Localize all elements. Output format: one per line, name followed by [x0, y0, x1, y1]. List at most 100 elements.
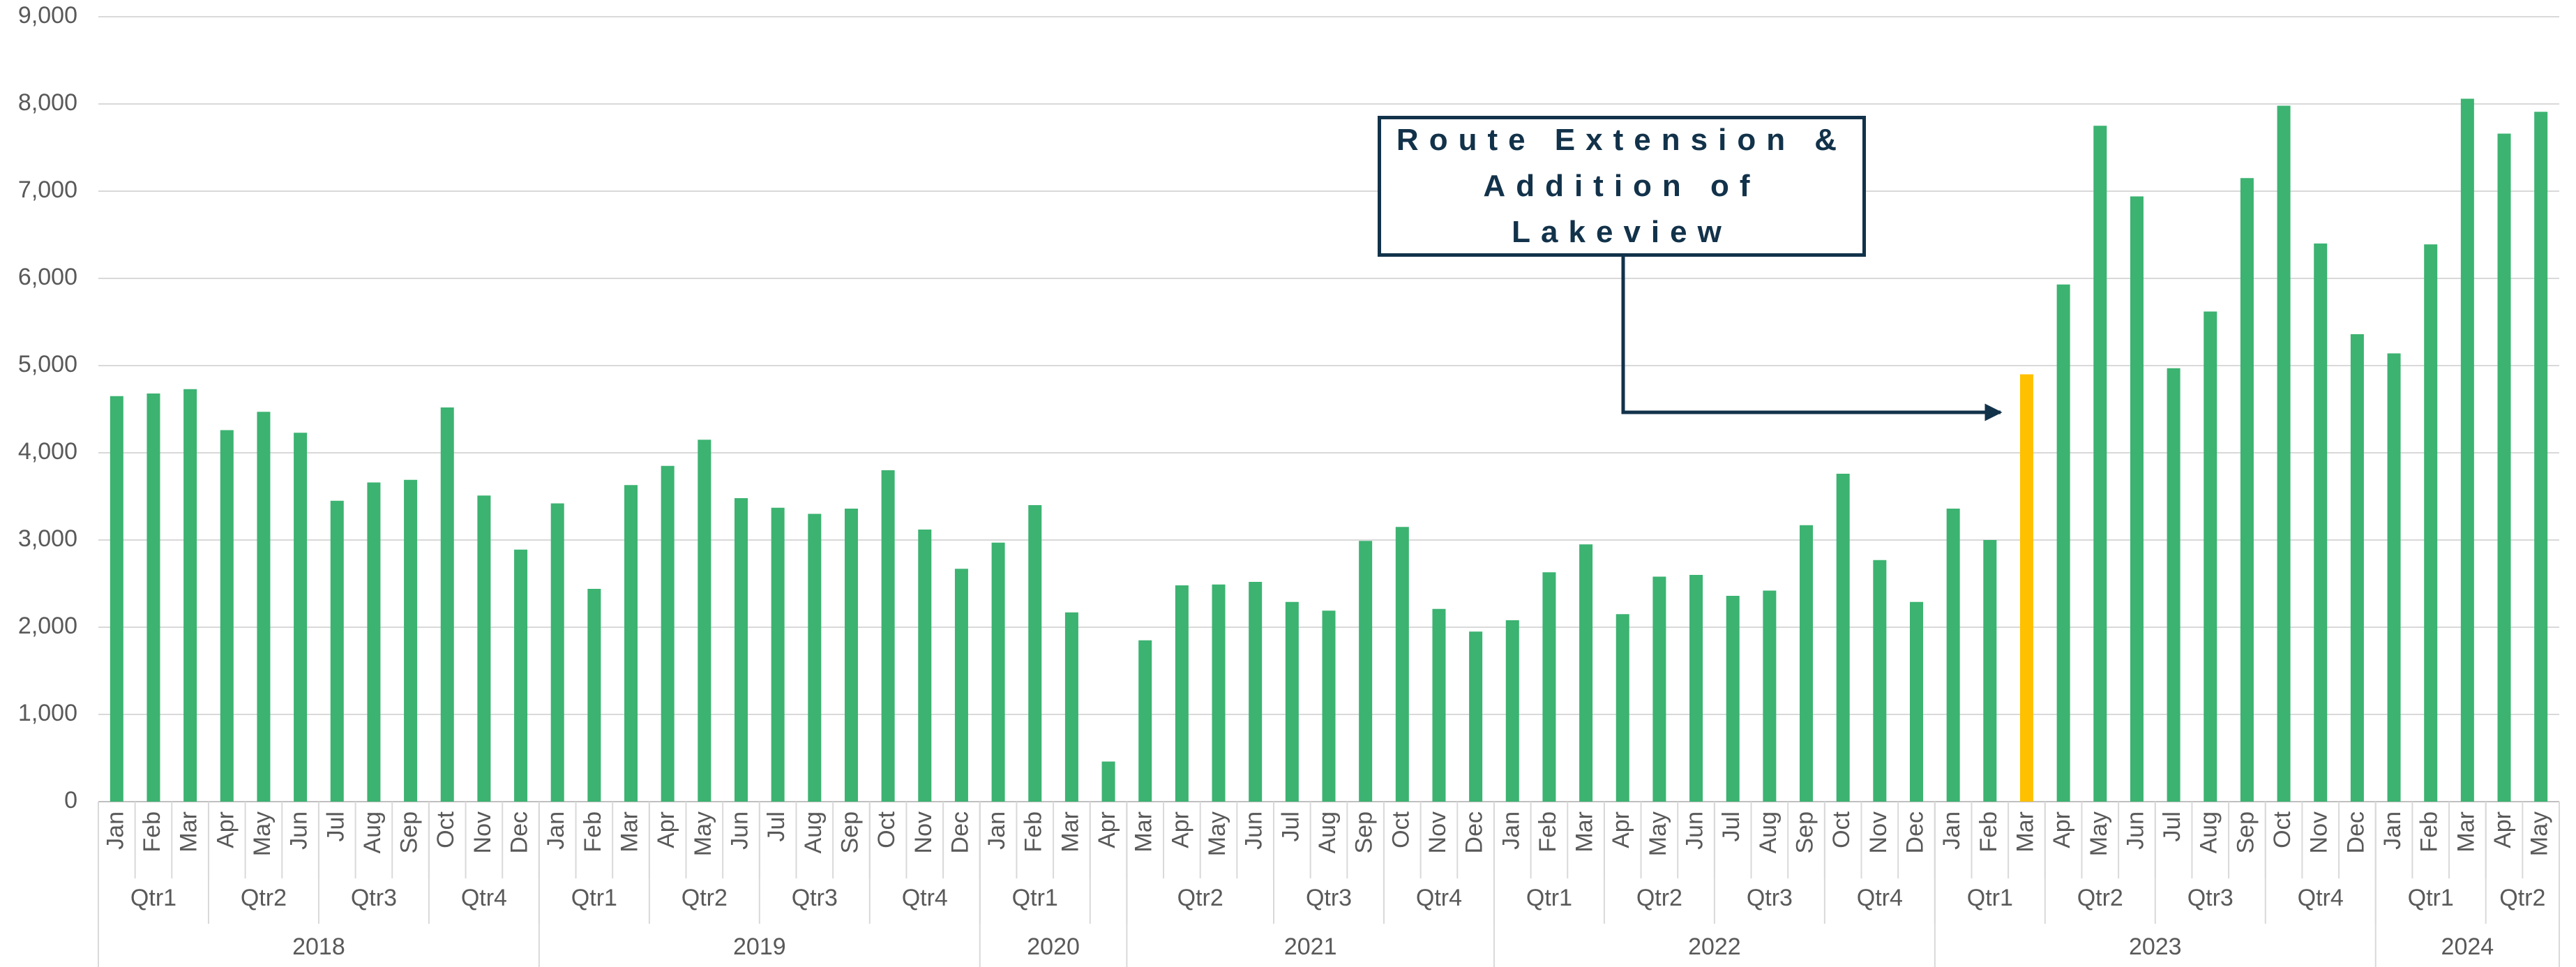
y-tick-label: 1,000 [18, 700, 77, 726]
x-tick-label: Apr [2049, 811, 2075, 848]
bar [1652, 576, 1666, 802]
bar [2167, 368, 2180, 802]
bar [587, 589, 601, 802]
x-tick-label: Sep [1351, 811, 1378, 854]
bar [1505, 620, 1519, 802]
x-tick-label: Oct [432, 811, 459, 848]
y-tick-label: 6,000 [18, 264, 77, 290]
y-tick-label: 5,000 [18, 351, 77, 377]
x-tick-label: Aug [359, 811, 386, 854]
bar [1359, 541, 1373, 802]
quarter-label: Qtr4 [461, 885, 507, 911]
x-tick-label: Sep [836, 811, 863, 854]
bar [2204, 311, 2217, 802]
x-tick-label: Mar [2453, 811, 2479, 853]
x-tick-label: Jun [1682, 811, 1708, 850]
quarter-label: Qtr4 [2298, 885, 2344, 911]
quarter-label: Qtr2 [681, 885, 728, 911]
bar [330, 500, 344, 802]
x-tick-label: Jan [543, 811, 569, 850]
bar [1983, 540, 1997, 802]
bar [1249, 582, 1263, 802]
x-tick-label: Apr [1608, 811, 1634, 848]
bar [1395, 527, 1409, 802]
bar [220, 430, 234, 802]
x-tick-label: Jun [2122, 811, 2148, 850]
bar [477, 495, 491, 802]
year-label: 2021 [1284, 934, 1337, 960]
y-tick-label: 2,000 [18, 613, 77, 639]
x-tick-label: Jul [2159, 811, 2185, 841]
bar [1800, 525, 1814, 802]
year-label: 2024 [2441, 934, 2494, 960]
x-tick-label: Mar [1131, 811, 1157, 853]
x-tick-label: Apr [653, 811, 679, 848]
bar [294, 433, 308, 802]
annotation-arrow [1621, 257, 2003, 421]
x-tick-label: Jun [1241, 811, 1267, 850]
bar [2130, 196, 2144, 802]
bar [2497, 133, 2511, 802]
x-tick-label: Sep [396, 811, 423, 854]
bar [2240, 178, 2254, 802]
bar [1432, 608, 1446, 802]
x-tick-label: Nov [2306, 811, 2333, 853]
x-tick-label: Jun [726, 811, 753, 850]
bar [698, 440, 711, 802]
x-tick-label: Aug [2196, 811, 2222, 854]
quarter-label: Qtr4 [1857, 885, 1903, 911]
bar [1212, 584, 1226, 802]
x-tick-label: Jul [1277, 811, 1304, 841]
bar [257, 412, 271, 802]
bar [404, 479, 418, 802]
bar [2387, 353, 2401, 802]
bar [1028, 505, 1042, 802]
x-tick-label: Jul [322, 811, 349, 841]
x-tick-label: Mar [1057, 811, 1083, 853]
bar [1285, 601, 1299, 802]
year-label: 2020 [1027, 934, 1080, 960]
x-tick-label: Oct [1828, 811, 1855, 848]
bar [1542, 572, 1556, 802]
bar [808, 514, 822, 802]
x-tick-label: Jul [763, 811, 790, 841]
bar [2350, 334, 2364, 802]
x-tick-label: Dec [1901, 811, 1928, 853]
x-tick-label: Sep [2232, 811, 2259, 854]
bar [1873, 560, 1887, 802]
x-tick-label: May [1204, 811, 1230, 856]
bar [1175, 585, 1189, 802]
bar [2424, 244, 2438, 802]
x-tick-label: Oct [1387, 811, 1414, 848]
x-tick-label: Dec [506, 811, 533, 853]
x-tick-label: Jun [286, 811, 312, 850]
quarter-label: Qtr1 [571, 885, 617, 911]
bar [1101, 761, 1115, 802]
x-tick-label: Sep [1792, 811, 1818, 854]
bar [918, 530, 932, 802]
quarter-label: Qtr1 [130, 885, 176, 911]
quarter-label: Qtr4 [1416, 885, 1462, 911]
quarter-label: Qtr3 [351, 885, 397, 911]
x-tick-label: Jan [1938, 811, 1965, 850]
bar [661, 465, 675, 802]
bar [1836, 474, 1850, 802]
x-tick-label: May [690, 811, 716, 856]
quarter-label: Qtr3 [1747, 885, 1793, 911]
x-tick-label: Feb [1535, 811, 1561, 853]
x-tick-label: Jan [984, 811, 1010, 850]
bar [734, 498, 748, 802]
y-tick-label: 3,000 [18, 525, 77, 552]
bar [1615, 614, 1629, 802]
quarter-label: Qtr4 [902, 885, 948, 911]
y-tick-label: 7,000 [18, 177, 77, 203]
x-tick-label: May [249, 811, 276, 856]
y-tick-label: 8,000 [18, 89, 77, 116]
x-tick-label: Jan [1498, 811, 1524, 850]
bar [1138, 640, 1152, 802]
year-label: 2018 [292, 934, 345, 960]
bar [624, 485, 638, 802]
x-tick-label: Feb [1020, 811, 1047, 853]
